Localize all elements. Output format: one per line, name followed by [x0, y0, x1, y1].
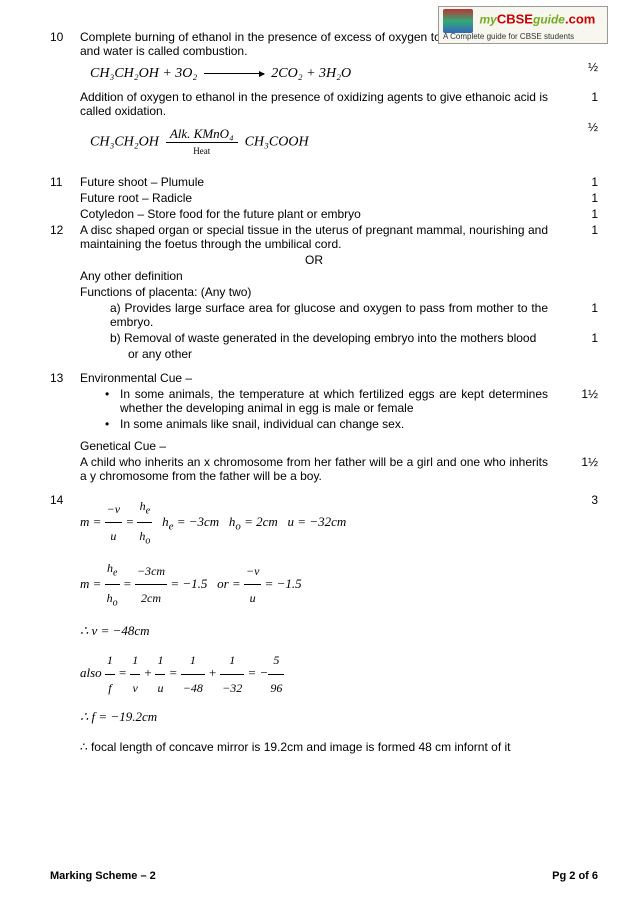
q14-line3: ∴ v = −48cm [80, 617, 568, 646]
q13-marks2: 1½ [568, 455, 598, 483]
q10-marks-eq2: ½ [568, 120, 598, 165]
q11-line1: Future shoot – Plumule [80, 175, 568, 189]
q13-h1-row: 13 Environmental Cue – [50, 371, 598, 385]
footer-right: Pg 2 of 6 [552, 870, 598, 882]
q10-eq2: CH₃CH₂OH Alk. KMnO₄ Heat CH₃COOH [80, 126, 568, 159]
q13-text2: A child who inherits an x chromosome fro… [80, 455, 568, 483]
books-icon [443, 9, 473, 33]
q11-marks1: 1 [568, 175, 598, 189]
eq1-left: CH₃CH₂OH + 3O₂ [90, 66, 197, 81]
q13-marks1: 1½ [568, 387, 598, 415]
q12-text2: Any other definition [80, 269, 568, 283]
q13-t2-row: A child who inherits an x chromosome fro… [50, 455, 598, 483]
q14-l1-row: 14 m = −vu = heho he = −3cm ho = 2cm u =… [50, 493, 598, 553]
q14-line5: ∴ f = −19.2cm [80, 703, 568, 732]
q11-marks2: 1 [568, 191, 598, 205]
q13-heading2: Genetical Cue – [80, 439, 568, 453]
q14-conclusion: ∴ focal length of concave mirror is 19.2… [80, 740, 568, 754]
q10-eq1: CH₃CH₂OH + 3O₂ 2CO₂ + 3H₂O [80, 66, 568, 82]
q12-item-b: b) Removal of waste generated in the dev… [80, 331, 568, 345]
q14-l5-row: ∴ f = −19.2cm [50, 703, 598, 732]
q14-l4-row: also 1f = 1v + 1u = 1−48 + 1−32 = −596 [50, 647, 598, 701]
q11-row2: Future root – Radicle 1 [50, 191, 598, 205]
q14-l3-row: ∴ v = −48cm [50, 617, 598, 646]
eq2-right: CH₃COOH [245, 135, 309, 150]
q10-eq2-row: CH₃CH₂OH Alk. KMnO₄ Heat CH₃COOH ½ [50, 120, 598, 165]
q10-marks2: 1 [568, 90, 598, 118]
q12-or: OR [80, 253, 568, 267]
q12-text3: Functions of placenta: (Any two) [80, 285, 568, 299]
q11-row3: Cotyledon – Store food for the future pl… [50, 207, 598, 221]
q10-number: 10 [50, 30, 80, 58]
q12-marks1: 1 [568, 223, 598, 251]
q12-row1: 12 A disc shaped organ or special tissue… [50, 223, 598, 251]
q13-h2-row: Genetical Cue – [50, 439, 598, 453]
logo-dotcom: .com [565, 11, 595, 26]
footer-left: Marking Scheme – 2 [50, 870, 156, 882]
q12-marks-a: 1 [568, 301, 598, 329]
q10-marks-eq1: ½ [568, 60, 598, 88]
q13-heading1: Environmental Cue – [80, 371, 568, 385]
q12-text3-row: Functions of placenta: (Any two) [50, 285, 598, 299]
q11-marks3: 1 [568, 207, 598, 221]
q10-eq1-row: CH₃CH₂OH + 3O₂ 2CO₂ + 3H₂O ½ [50, 60, 598, 88]
logo-guide: guide [533, 12, 565, 26]
q11-number: 11 [50, 175, 80, 189]
arrow-icon [204, 73, 264, 74]
q12-b2-row: or any other [50, 347, 598, 361]
q13-b2-row: In some animals like snail, individual c… [50, 417, 598, 431]
q12-number: 12 [50, 223, 80, 251]
q14-conclusion-row: ∴ focal length of concave mirror is 19.2… [50, 740, 598, 754]
q11-line2: Future root – Radicle [80, 191, 568, 205]
logo-my: my [480, 12, 497, 26]
eq2-left: CH₃CH₂OH [90, 135, 159, 150]
q13-number: 13 [50, 371, 80, 385]
q13-b1-row: In some animals, the temperature at whic… [50, 387, 598, 415]
eq2-reagent-top: Alk. KMnO₄ [166, 126, 238, 143]
page-footer: Marking Scheme – 2 Pg 2 of 6 [50, 870, 598, 882]
q14-line1: m = −vu = heho he = −3cm ho = 2cm u = −3… [80, 493, 568, 553]
q12-or-row: OR [50, 253, 598, 267]
site-logo: myCBSEguide.com A Complete guide for CBS… [438, 6, 608, 44]
logo-tagline: A Complete guide for CBSE students [443, 33, 603, 42]
q12-a-row: a) Provides large surface area for gluco… [50, 301, 598, 329]
q11-line3: Cotyledon – Store food for the future pl… [80, 207, 568, 221]
q12-marks-b: 1 [568, 331, 598, 345]
q14-l2-row: m = heho = −3cm2cm = −1.5 or = −vu = −1.… [50, 555, 598, 615]
logo-cbse: CBSE [497, 11, 533, 26]
q12-b-row: b) Removal of waste generated in the dev… [50, 331, 598, 345]
q14-number: 14 [50, 493, 80, 553]
q13-bullet2: In some animals like snail, individual c… [80, 417, 568, 431]
q12-text1: A disc shaped organ or special tissue in… [80, 223, 568, 251]
q12-item-a: a) Provides large surface area for gluco… [80, 301, 568, 329]
q12-text2-row: Any other definition [50, 269, 598, 283]
q11-row1: 11 Future shoot – Plumule 1 [50, 175, 598, 189]
q14-marks: 3 [568, 493, 598, 553]
eq1-right: 2CO₂ + 3H₂O [271, 66, 351, 81]
q10-text2: Addition of oxygen to ethanol in the pre… [80, 90, 568, 118]
q14-line2: m = heho = −3cm2cm = −1.5 or = −vu = −1.… [80, 555, 568, 615]
eq2-reagent-bot: Heat [193, 146, 210, 156]
q10-row2: Addition of oxygen to ethanol in the pre… [50, 90, 598, 118]
q12-item-b2: or any other [80, 347, 568, 361]
q14-line4: also 1f = 1v + 1u = 1−48 + 1−32 = −596 [80, 647, 568, 701]
q13-bullet1: In some animals, the temperature at whic… [80, 387, 568, 415]
